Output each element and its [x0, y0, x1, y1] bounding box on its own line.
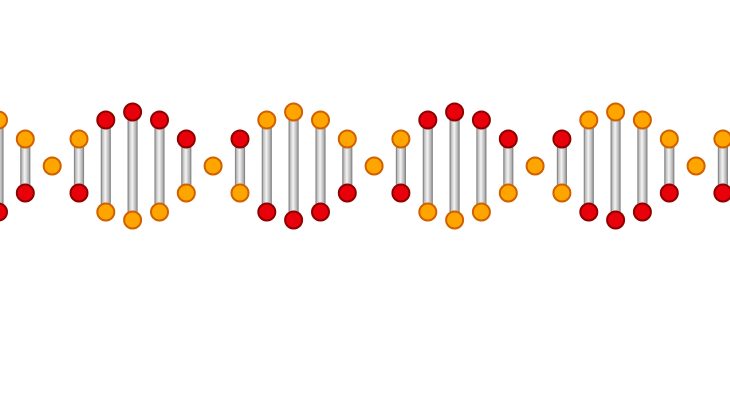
- base-pair-rung: [422, 119, 433, 213]
- red-node: [257, 202, 277, 222]
- orange-node: [15, 129, 35, 149]
- orange-node: [69, 129, 89, 149]
- red-node: [471, 110, 491, 130]
- red-node: [176, 129, 196, 149]
- red-node: [606, 210, 626, 230]
- red-node: [96, 110, 116, 130]
- orange-node: [659, 129, 679, 149]
- red-node: [150, 110, 169, 130]
- orange-node: [445, 210, 465, 230]
- base-pair-rung: [0, 119, 4, 213]
- orange-node: [311, 110, 330, 130]
- orange-node: [418, 202, 438, 222]
- orange-node: [606, 102, 626, 122]
- red-node: [713, 183, 730, 203]
- orange-node: [0, 110, 8, 130]
- orange-node: [150, 202, 169, 222]
- orange-node: [579, 110, 599, 130]
- base-pair-rung: [476, 119, 487, 213]
- crossing-node: [42, 156, 62, 176]
- orange-node: [337, 129, 357, 149]
- crossing-node: [364, 156, 384, 176]
- red-node: [123, 102, 143, 122]
- base-pair-rung: [610, 111, 621, 221]
- orange-node: [257, 110, 277, 130]
- red-node: [579, 202, 599, 222]
- base-pair-rung: [315, 119, 326, 213]
- node-layer: [0, 102, 730, 230]
- red-node: [552, 129, 572, 149]
- red-node: [418, 110, 438, 130]
- orange-node: [284, 102, 304, 122]
- base-pair-rung: [127, 111, 138, 221]
- red-node: [659, 183, 679, 203]
- red-node: [69, 183, 89, 203]
- crossing-node: [203, 156, 223, 176]
- base-pair-rung: [637, 119, 648, 213]
- red-node: [284, 210, 304, 230]
- orange-node: [552, 183, 572, 203]
- orange-node: [713, 129, 730, 149]
- red-node: [230, 129, 250, 149]
- orange-node: [96, 202, 116, 222]
- orange-node: [471, 202, 491, 222]
- orange-node: [230, 183, 250, 203]
- base-pair-rung: [154, 119, 165, 213]
- crossing-node: [525, 156, 545, 176]
- red-node: [311, 202, 330, 222]
- red-node: [445, 102, 465, 122]
- red-node: [0, 202, 8, 222]
- orange-node: [498, 183, 518, 203]
- red-node: [632, 202, 652, 222]
- orange-node: [123, 210, 143, 230]
- base-pair-rung: [261, 119, 272, 213]
- crossing-node: [686, 156, 706, 176]
- base-pair-rung: [583, 119, 594, 213]
- red-node: [498, 129, 518, 149]
- orange-node: [391, 129, 411, 149]
- red-node: [337, 183, 357, 203]
- red-node: [391, 183, 411, 203]
- orange-node: [176, 183, 196, 203]
- base-pair-rung: [100, 119, 111, 213]
- base-pair-rung: [449, 111, 460, 221]
- base-pair-rung: [288, 111, 299, 221]
- orange-node: [632, 110, 652, 130]
- red-node: [15, 183, 35, 203]
